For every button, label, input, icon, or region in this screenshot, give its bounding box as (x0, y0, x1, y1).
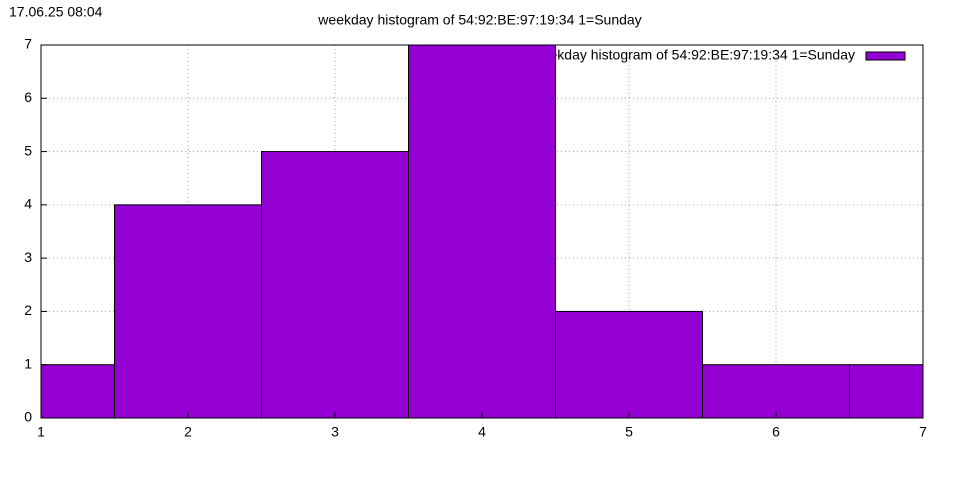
x-tick-label: 1 (37, 424, 45, 440)
x-tick-label: 4 (478, 424, 486, 440)
x-tick-label: 7 (919, 424, 927, 440)
y-tick-label: 6 (24, 89, 32, 105)
bar (408, 45, 556, 418)
bar (41, 364, 115, 418)
bar (702, 364, 850, 418)
x-tick-label: 2 (184, 424, 192, 440)
y-tick-label: 1 (24, 355, 32, 371)
legend-label: weekday histogram of 54:92:BE:97:19:34 1… (531, 47, 855, 63)
x-tick-label: 5 (625, 424, 633, 440)
y-tick-label: 3 (24, 249, 32, 265)
y-tick-label: 0 (24, 409, 32, 425)
x-tick-label: 6 (772, 424, 780, 440)
bars (41, 45, 923, 418)
bar (555, 310, 703, 418)
bar (261, 151, 409, 418)
bar (849, 364, 923, 418)
timestamp: 17.06.25 08:04 (9, 4, 103, 20)
y-tick-label: 2 (24, 302, 32, 318)
legend-swatch (865, 51, 906, 61)
chart-title: weekday histogram of 54:92:BE:97:19:34 1… (317, 12, 641, 28)
y-tick-label: 5 (24, 142, 32, 158)
y-tick-label: 4 (24, 196, 32, 212)
y-tick-label: 7 (24, 36, 32, 52)
bar (114, 204, 262, 418)
x-tick-label: 3 (331, 424, 339, 440)
